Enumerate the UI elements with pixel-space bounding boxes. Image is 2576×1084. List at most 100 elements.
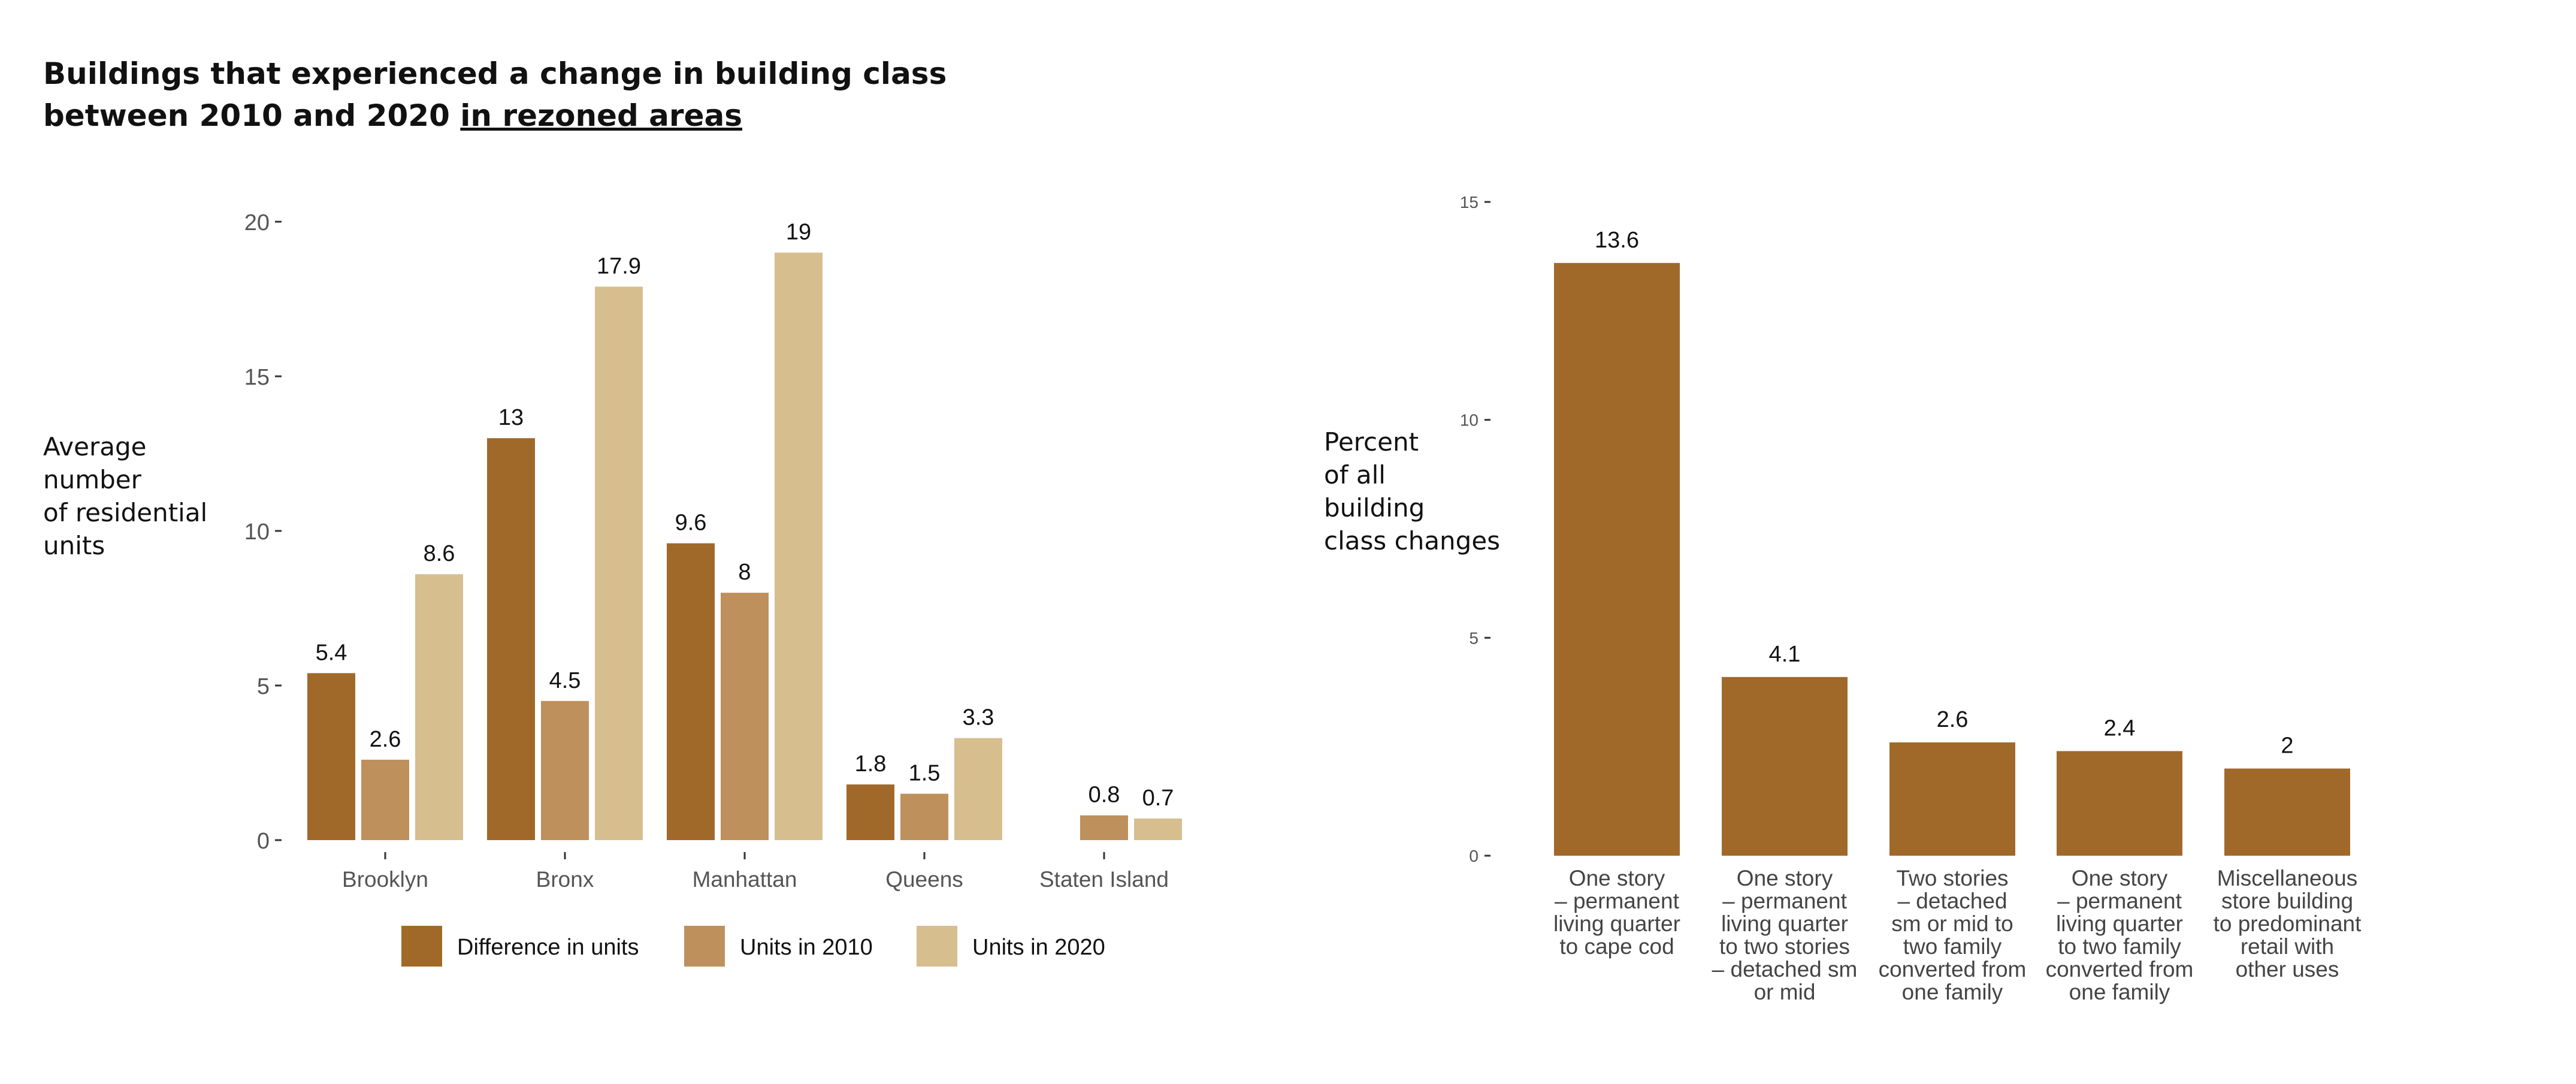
bar [900, 793, 948, 840]
bar [1080, 815, 1128, 840]
right-x-tick-label-line: to predominant [2214, 911, 2362, 936]
bar [1722, 677, 1848, 856]
title-line-2: between 2010 and 2020 in rezoned areas [43, 95, 947, 137]
bar [1889, 742, 2015, 856]
bar [595, 286, 643, 840]
left-x-tick-label: Manhattan [693, 867, 797, 892]
bar-data-label: 17.9 [597, 253, 641, 279]
right-x-tick-label: Two stories – detached sm or mid to two fam… [1879, 866, 2027, 1004]
right-x-tick-label-line: one family [2069, 980, 2170, 1004]
bar-data-label: 0.7 [1142, 786, 1174, 811]
right-y-tick-label: 10 [1460, 411, 1479, 430]
bar [1134, 818, 1182, 840]
title-line-2-prefix: between 2010 and 2020 [43, 98, 461, 133]
right-y-tick-label: 15 [1460, 193, 1479, 212]
left-chart-y-axis-label: Average number of residential units [43, 430, 207, 562]
bar-data-label: 1.8 [855, 751, 887, 777]
left-y-label-line-1: Average [43, 432, 147, 461]
left-x-tick-label: Bronx [536, 867, 594, 892]
right-x-tick-label-line: or mid [1754, 980, 1816, 1004]
right-y-label-line-2: of all [1324, 460, 1386, 490]
left-y-tick-label: 0 [257, 829, 270, 854]
right-x-tick-label-line: – permanent [1722, 889, 1847, 913]
right-x-tick-label-line: – detached [1897, 889, 2007, 913]
bar-data-label: 13.6 [1595, 228, 1639, 253]
right-x-tick-label: One story – permanent living quarter to cap… [1553, 866, 1680, 959]
right-x-tick-label-line: One story [1737, 866, 1833, 890]
bar-data-label: 3.3 [963, 705, 994, 730]
bar [2057, 751, 2182, 856]
legend-label: Units in 2010 [740, 935, 873, 960]
right-x-tick-label: One story – permanent living quarter to two… [2046, 866, 2194, 1004]
left-x-tick-label: Queens [885, 867, 963, 892]
left-y-tick-label: 15 [244, 365, 270, 390]
bar-data-label: 5.4 [316, 640, 347, 665]
bar [846, 784, 894, 840]
right-x-tick-label: One story – permanent living quarter to two… [1712, 866, 1858, 1004]
legend-label: Difference in units [457, 935, 639, 960]
bar [361, 759, 409, 840]
right-x-tick-label-line: converted from [2046, 957, 2194, 982]
right-x-tick-label-line: One story [1569, 866, 1665, 890]
right-x-tick-label-line: living quarter [1721, 911, 1848, 936]
left-y-label-line-3: of residential [43, 498, 208, 527]
legend-swatch [401, 926, 442, 967]
title-line-1: Buildings that experienced a change in b… [43, 56, 947, 91]
right-x-tick-label-line: to two stories [1719, 934, 1850, 959]
bar [415, 574, 463, 840]
bar-data-label: 13 [498, 405, 524, 430]
right-y-label-line-1: Percent [1324, 427, 1419, 457]
bar-data-label: 1.5 [909, 761, 941, 786]
left-y-label-line-2: number [43, 465, 141, 494]
legend-label: Units in 2020 [972, 935, 1105, 960]
bar [775, 252, 823, 841]
right-x-tick-label-line: store building [2221, 889, 2353, 913]
right-y-tick-label: 5 [1469, 629, 1479, 647]
bar-data-label: 8.6 [424, 541, 455, 566]
right-chart-y-axis-label: Percent of all building class changes [1324, 425, 1500, 557]
left-x-tick-label: Staten Island [1039, 867, 1169, 892]
legend-swatch [684, 926, 725, 967]
right-x-tick-label-line: retail with [2241, 934, 2334, 959]
bar-data-label: 19 [786, 220, 811, 245]
bar-data-label: 4.1 [1769, 642, 1801, 667]
chart-title: Buildings that experienced a change in b… [43, 53, 947, 137]
right-x-tick-label-line: to cape cod [1559, 934, 1674, 959]
right-x-tick-label-line: one family [1902, 980, 2003, 1004]
bar-data-label: 4.5 [549, 668, 581, 693]
bar [1554, 262, 1680, 856]
left-y-label-line-4: units [43, 531, 105, 560]
right-y-tick-label: 0 [1469, 847, 1479, 865]
right-x-tick-label: Miscellaneous store building to predominan… [2214, 866, 2362, 982]
title-rezoned-areas-link: in rezoned areas [460, 98, 742, 133]
right-x-tick-label-line: living quarter [2056, 911, 2183, 936]
bar [487, 438, 535, 840]
right-x-tick-label-line: converted from [1879, 957, 2027, 982]
left-y-tick-label: 5 [257, 674, 270, 699]
right-x-tick-label-line: to two family [2058, 934, 2181, 959]
bar [2224, 768, 2350, 856]
left-x-tick-label: Brooklyn [342, 867, 428, 892]
right-y-label-line-4: class changes [1324, 526, 1501, 555]
right-x-tick-label-line: other uses [2236, 957, 2339, 982]
bar-data-label: 2.6 [1937, 707, 1969, 732]
bar-data-label: 2 [2281, 733, 2293, 759]
bar-data-label: 9.6 [675, 511, 707, 536]
right-x-tick-label-line: two family [1903, 934, 2002, 959]
left-y-tick-label: 10 [244, 520, 270, 545]
bar-data-label: 2.4 [2104, 715, 2136, 741]
right-x-tick-label-line: – permanent [1555, 889, 1679, 913]
right-x-tick-label-line: Two stories [1896, 866, 2008, 890]
right-x-tick-label-line: One story [2072, 866, 2168, 890]
bar [721, 593, 769, 840]
right-x-tick-label-line: – detached sm [1712, 957, 1858, 982]
right-x-tick-label-line: living quarter [1553, 911, 1680, 936]
right-y-label-line-3: building [1324, 493, 1425, 523]
bar [541, 700, 589, 840]
bar [667, 543, 715, 840]
bar-data-label: 8 [738, 560, 751, 585]
right-x-tick-label-line: sm or mid to [1891, 911, 2013, 936]
bar-data-label: 0.8 [1089, 783, 1120, 808]
bar [954, 738, 1002, 840]
